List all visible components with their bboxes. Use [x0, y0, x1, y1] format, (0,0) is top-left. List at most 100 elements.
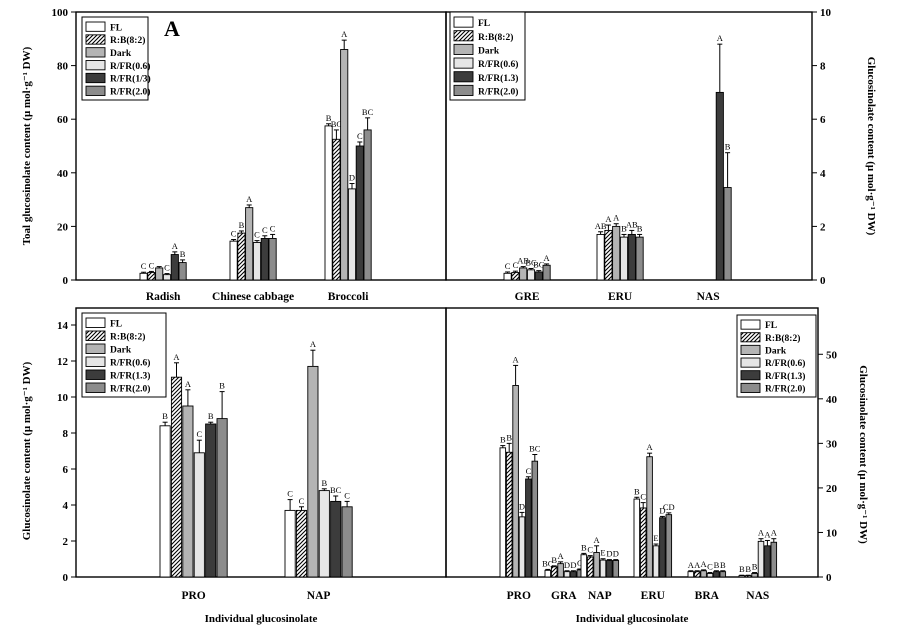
legend-swatch	[740, 319, 761, 330]
bar-fl	[139, 272, 148, 281]
legend-swatch	[85, 356, 106, 367]
significance-label: BC	[525, 257, 537, 267]
legend-swatch	[85, 343, 106, 354]
bar-rfr20	[363, 129, 372, 281]
significance-label: A	[717, 33, 724, 43]
y-axis-label: Glucosinolate content (μ mol·g⁻¹ DW)	[21, 361, 33, 540]
legend-swatch	[453, 30, 474, 42]
y-tick-label: 6	[820, 114, 826, 126]
x-axis-label: Individual glucosinolate	[576, 613, 689, 625]
legend-swatch	[740, 332, 761, 343]
category-label: Broccoli	[328, 291, 369, 303]
y-tick-label: 80	[57, 61, 69, 73]
legend-swatch	[85, 47, 106, 58]
significance-label: AB	[626, 219, 638, 229]
significance-label: D	[606, 549, 612, 559]
y-axis: 0 10 20 30 40 50	[818, 349, 838, 584]
legend-label: R/FR(1.3)	[478, 73, 518, 84]
bar-rfr20	[542, 264, 551, 281]
significance-label: C	[344, 490, 350, 500]
legend-swatch	[85, 34, 106, 45]
significance-label: C	[287, 489, 293, 499]
legend-label: R/FR(0.6)	[110, 61, 150, 72]
significance-label: BC	[533, 260, 545, 270]
significance-label: A	[694, 560, 701, 570]
bar-rfr13	[330, 500, 342, 578]
bar-rfr13	[170, 254, 179, 281]
y-tick-label: 10	[820, 7, 832, 19]
y-axis: 0 2 4 6 8 10 12 14	[57, 320, 76, 584]
legend-swatch	[453, 71, 474, 83]
category-label: GRE	[515, 291, 540, 303]
bar-dark	[557, 563, 564, 578]
bar-rfr06	[318, 490, 330, 578]
bar-rfr20	[612, 560, 620, 578]
significance-label: A	[647, 442, 654, 452]
y-tick-label: 4	[820, 168, 826, 180]
significance-label: C	[505, 261, 511, 271]
y-tick-label: 20	[57, 221, 69, 233]
significance-label: BC	[542, 558, 554, 568]
significance-label: A	[764, 529, 771, 539]
significance-label: A	[341, 29, 348, 39]
legend-swatch	[85, 330, 106, 341]
significance-label: AB	[517, 256, 529, 266]
legend-label: R/FR(1.3)	[765, 371, 805, 382]
legend-label: R:B(8:2)	[478, 32, 513, 43]
bar-rfr20	[341, 506, 353, 578]
bar-dark	[512, 385, 519, 578]
bar-rfr06	[619, 236, 629, 281]
bar-rb82	[511, 272, 520, 281]
significance-label: B	[725, 142, 731, 152]
category-label: PRO	[181, 590, 205, 602]
bar-rfr06	[518, 516, 526, 578]
significance-label: A	[544, 253, 551, 263]
legend-swatch	[85, 21, 106, 32]
significance-label: C	[196, 429, 202, 439]
bar-dark	[646, 456, 653, 578]
bar-rfr20	[723, 187, 732, 281]
bar-fl	[284, 509, 296, 578]
legend-swatch	[740, 357, 761, 368]
legend-swatch	[453, 16, 474, 28]
bar-rfr06	[599, 559, 607, 578]
bar-dark	[182, 405, 194, 578]
y-tick-label: 2	[63, 536, 69, 548]
y-tick-label: 14	[57, 320, 69, 332]
legend-swatch	[85, 60, 106, 71]
significance-label: B	[162, 411, 168, 421]
bar-rfr20	[178, 262, 187, 281]
y-axis-label: Glucosinolate content (μ mol·g⁻¹ DW)	[865, 57, 877, 236]
significance-label: B	[219, 381, 225, 391]
bar-rfr20	[719, 571, 727, 578]
significance-label: A	[172, 241, 179, 251]
significance-label: A	[246, 194, 253, 204]
bar-dark	[593, 552, 600, 578]
significance-label: C	[299, 496, 305, 506]
panel-D: 0 10 20 30 40 50 Glucosinolate content (μ mol·…	[445, 307, 869, 625]
legend-label: R/FR(2.0)	[110, 384, 150, 395]
significance-label: C	[141, 261, 147, 271]
legend-label: R/FR(1/3)	[110, 74, 151, 85]
significance-label: A	[701, 559, 708, 569]
bar-fl	[503, 272, 512, 281]
significance-label: A	[310, 339, 317, 349]
category-label: GRA	[551, 590, 577, 602]
significance-label: B	[720, 560, 726, 570]
y-tick-label: 6	[63, 464, 69, 476]
legend-swatch	[85, 369, 106, 380]
significance-label: A	[605, 214, 612, 224]
y-axis: 0 20 40 60 80 100	[52, 7, 76, 287]
y-tick-label: 20	[826, 483, 838, 495]
bar-rfr13	[713, 571, 720, 578]
bar-rfr13	[570, 571, 577, 578]
y-tick-label: 0	[820, 275, 826, 287]
significance-label: B	[752, 562, 758, 572]
significance-label: B	[500, 435, 506, 445]
bar-rfr06	[563, 571, 571, 578]
significance-label: B	[637, 223, 643, 233]
y-tick-label: 0	[63, 275, 69, 287]
